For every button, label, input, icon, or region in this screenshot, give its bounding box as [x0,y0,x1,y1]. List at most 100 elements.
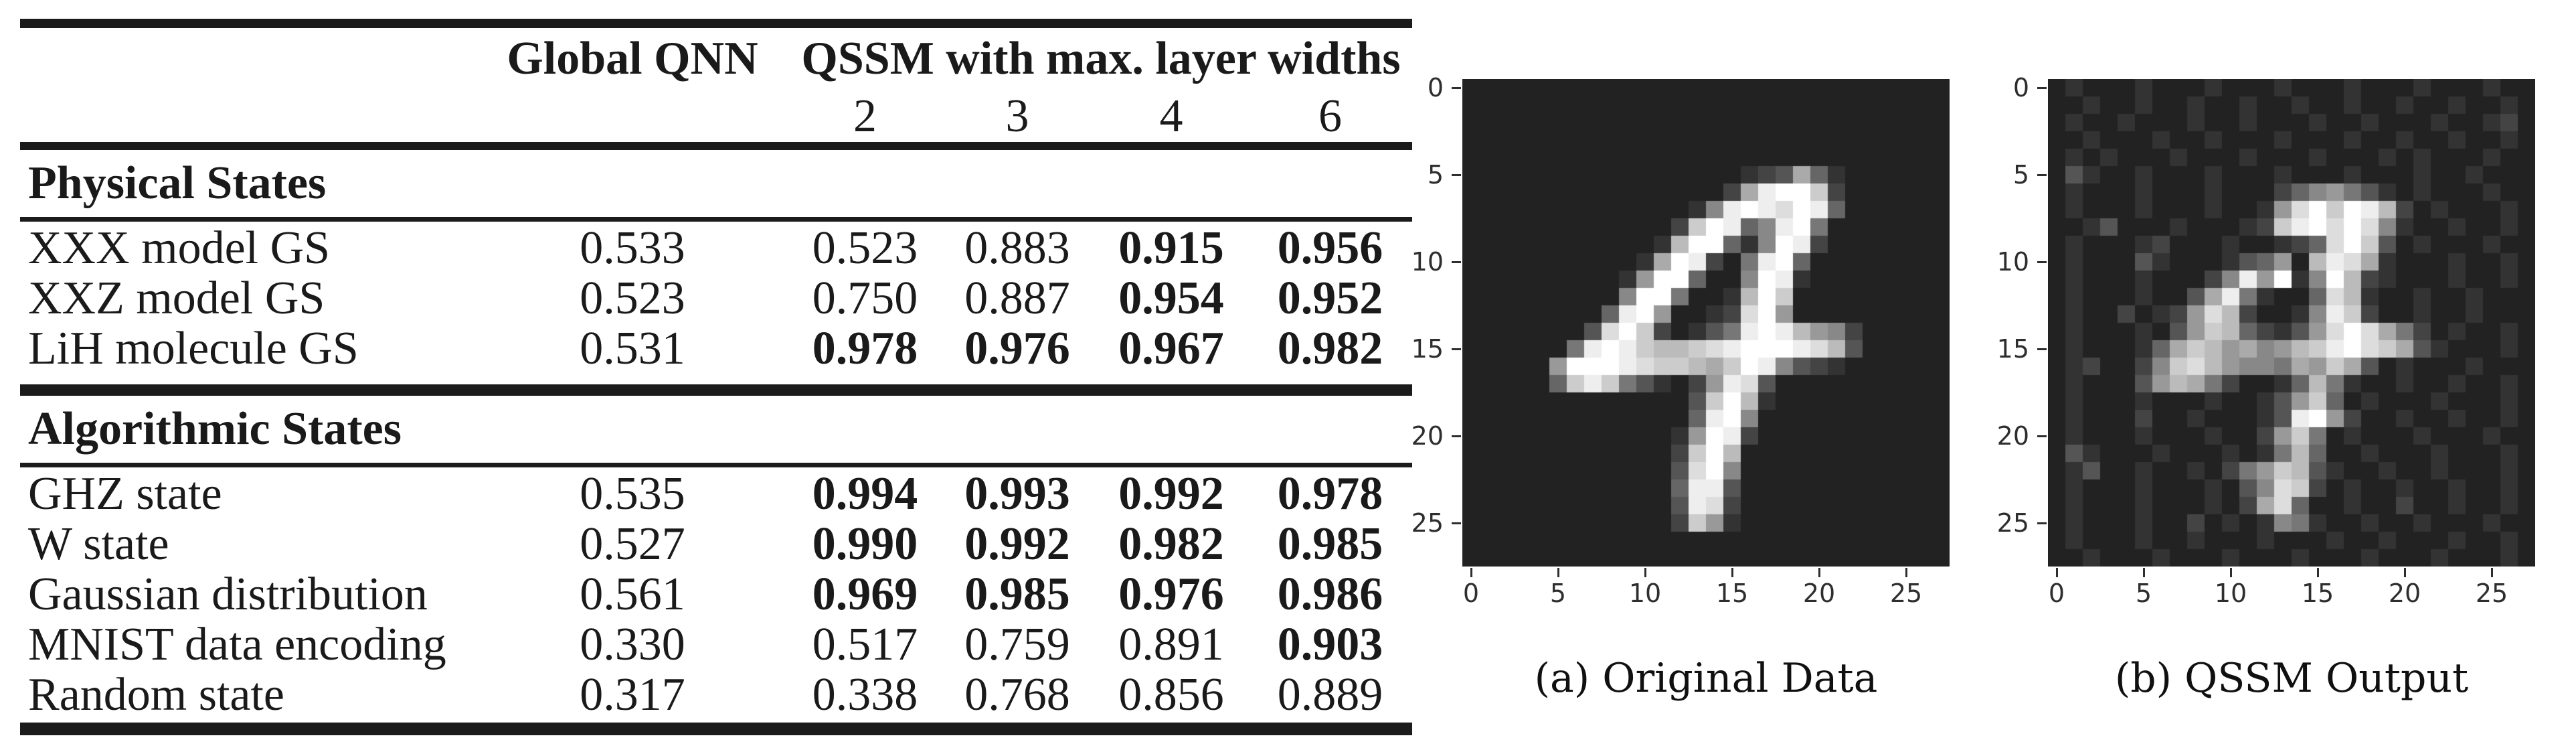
column-header-width-2: 2 [853,90,877,142]
y-axis-a: 0 5 10 15 20 25 [1401,73,1462,567]
y-axis-tick-label: 5 [1427,160,1444,190]
value-cell: 0.531 [580,323,685,374]
value-cell: 0.527 [580,518,685,570]
row-label: XXZ model GS [28,273,325,324]
x-axis-tick-label: 25 [2475,579,2508,608]
value-cell: 0.517 [812,619,918,670]
x-axis-b: 0 5 10 15 20 25 [2048,567,2535,617]
value-cell: 0.982 [1277,323,1383,374]
table-body-algorithmic: GHZ state 0.535 0.994 0.993 0.992 0.978 W stat… [20,467,1412,721]
value-cell: 0.978 [812,323,918,374]
y-axis-tick-label: 25 [1996,508,2029,538]
value-cell: 0.883 [964,222,1070,274]
column-header-global-qnn: Global QNN [507,33,758,84]
mnist-image-a [1462,79,1950,567]
y-axis-tick-mark [2037,435,2047,437]
value-cell: 0.985 [1277,518,1383,570]
table-rule [20,217,1412,222]
table-row: XXZ model GS 0.523 0.750 0.887 0.954 0.952 [20,272,1412,324]
mnist-image-b [2048,79,2535,567]
value-cell: 0.750 [812,273,918,324]
x-axis-tick-mark [1470,568,1472,577]
y-axis-tick-label: 15 [1411,334,1444,364]
x-axis-a: 0 5 10 15 20 25 [1462,567,1950,617]
mnist-plot-b: 0 5 10 15 20 25 0 5 10 15 20 25 [1997,73,2535,608]
x-axis-tick-label: 15 [2301,579,2334,608]
value-cell: 0.992 [964,518,1070,570]
y-axis-tick-mark [1452,260,1461,263]
table-body-physical: XXX model GS 0.533 0.523 0.883 0.915 0.956 XXZ… [20,222,1412,374]
x-axis-tick-mark [2317,568,2319,577]
value-cell: 0.976 [1118,569,1224,620]
y-axis-tick-label: 0 [2012,73,2029,102]
value-cell: 0.994 [812,468,918,520]
row-label: XXX model GS [28,222,331,274]
row-label: MNIST data encoding [28,619,446,670]
x-axis-tick-label: 0 [2048,579,2065,608]
y-axis-tick-mark [2037,173,2047,176]
value-cell: 0.954 [1118,273,1224,324]
value-cell: 0.856 [1118,669,1224,721]
x-axis-tick-label: 5 [1549,579,1567,608]
panel-caption-a: (a) Original Data [1534,655,1878,702]
panel-caption-b: (b) QSSM Output [2114,655,2469,702]
table-rule-top [20,19,1412,28]
x-axis-tick-label: 10 [2214,579,2247,608]
value-cell: 0.889 [1277,669,1383,721]
x-axis-tick-mark [1905,568,1907,577]
table-row: MNIST data encoding 0.330 0.517 0.759 0.891 0… [20,618,1412,670]
y-axis-tick-label: 10 [1411,247,1444,277]
x-axis-tick-mark [2491,568,2493,577]
value-cell: 0.338 [812,669,918,721]
value-cell: 0.887 [964,273,1070,324]
table-row: Random state 0.317 0.338 0.768 0.856 0.889 [20,668,1412,721]
value-cell: 0.969 [812,569,918,620]
y-axis-tick-mark [1452,348,1461,350]
table-row: W state 0.527 0.990 0.992 0.982 0.985 [20,518,1412,570]
results-table: Global QNN QSSM with max. layer widths 2… [20,19,1412,735]
value-cell: 0.891 [1118,619,1224,670]
mnist-panel-b: 0 5 10 15 20 25 0 5 10 15 20 25 (b) QSSM Output [1997,73,2535,702]
mnist-panel-a: 0 5 10 15 20 25 0 5 10 15 20 25 (a) Original Data [1411,73,1950,702]
y-axis-tick-mark [1452,522,1461,524]
value-cell: 0.915 [1118,222,1224,274]
table-row: XXX model GS 0.533 0.523 0.883 0.915 0.956 [20,222,1412,274]
value-cell: 0.533 [580,222,685,274]
table-rule [20,463,1412,467]
value-cell: 0.523 [812,222,918,274]
x-axis-tick-label: 20 [1802,579,1836,608]
value-cell: 0.967 [1118,323,1224,374]
y-axis-tick-label: 5 [2012,160,2029,190]
value-cell: 0.976 [964,323,1070,374]
x-axis-tick-mark [1644,568,1646,577]
x-axis-tick-mark [1731,568,1733,577]
value-cell: 0.903 [1277,619,1383,670]
y-axis-tick-label: 0 [1427,73,1444,102]
x-axis-tick-label: 5 [2135,579,2152,608]
table-subheader-row: 2 3 4 6 [20,90,1412,142]
table-rule-bottom [20,723,1412,735]
value-cell: 0.759 [964,619,1070,670]
mnist-plot-a: 0 5 10 15 20 25 0 5 10 15 20 25 [1411,73,1950,608]
value-cell: 0.982 [1118,518,1224,570]
y-axis-b: 0 5 10 15 20 25 [1986,73,2048,567]
y-axis-tick-mark [2037,522,2047,524]
table-rule [20,384,1412,396]
y-axis-tick-mark [1452,173,1461,176]
y-axis-tick-mark [1452,435,1461,437]
column-header-qssm-group: QSSM with max. layer widths [801,33,1401,84]
value-cell: 0.768 [964,669,1070,721]
value-cell: 0.992 [1118,468,1224,520]
value-cell: 0.978 [1277,468,1383,520]
y-axis-tick-mark [2037,86,2047,89]
value-cell: 0.985 [964,569,1070,620]
column-header-width-3: 3 [1005,90,1029,142]
row-label: GHZ state [28,468,222,520]
x-axis-tick-label: 0 [1462,579,1480,608]
table-row: Gaussian distribution 0.561 0.969 0.985 0.97… [20,568,1412,620]
x-axis-tick-label: 25 [1889,579,1923,608]
value-cell: 0.986 [1277,569,1383,620]
value-cell: 0.956 [1277,222,1383,274]
x-axis-tick-mark [2404,568,2406,577]
y-axis-tick-mark [1452,86,1461,89]
